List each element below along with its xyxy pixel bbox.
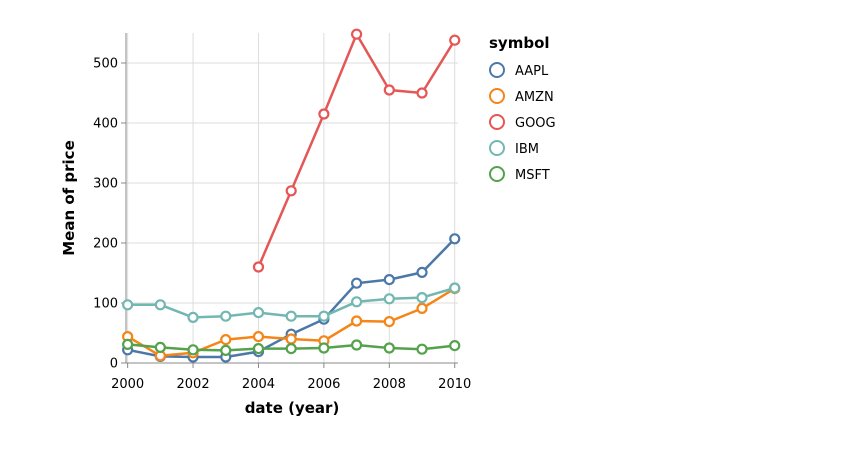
data-point-msft: [351, 339, 363, 351]
data-point-amzn: [220, 334, 232, 346]
legend-label-msft: MSFT: [515, 168, 550, 183]
legend-symbol-amzn: [489, 88, 505, 104]
data-point-ibm: [220, 310, 232, 322]
data-point-goog: [318, 108, 330, 120]
data-point-aapl: [416, 266, 428, 278]
data-point-ibm: [351, 296, 363, 308]
x-tick-label: 2004: [242, 377, 275, 392]
legend-label-amzn: AMZN: [515, 90, 554, 105]
y-tick-label: 300: [93, 177, 118, 192]
y-tick-label: 100: [93, 297, 118, 312]
data-point-ibm: [252, 307, 265, 319]
data-point-ibm: [416, 292, 428, 304]
y-tick-label: 0: [110, 357, 118, 372]
y-tick-label: 400: [93, 117, 118, 132]
data-point-amzn: [252, 331, 265, 343]
legend-item-aapl: AAPL: [489, 62, 549, 79]
x-tick-label: 2008: [373, 377, 406, 392]
data-point-ibm: [122, 299, 134, 311]
series-line-goog: [257, 32, 456, 269]
x-axis-title: date (year): [245, 399, 340, 417]
data-point-msft: [252, 343, 265, 355]
series-ibm: [122, 282, 461, 323]
data-point-aapl: [383, 274, 395, 286]
data-point-aapl: [351, 277, 363, 289]
data-point-msft: [187, 344, 199, 356]
series: [122, 28, 461, 363]
data-point-goog: [285, 185, 297, 197]
data-point-ibm: [318, 310, 330, 322]
tick-labels: 0 100 200 300 400 500 2000 2002 2004 2006 2008 2010: [93, 57, 471, 393]
data-point-amzn: [285, 333, 297, 345]
series-msft: [122, 338, 461, 356]
x-tick-label: 2000: [111, 377, 144, 392]
data-point-msft: [285, 343, 297, 355]
data-point-amzn: [351, 315, 363, 327]
data-point-msft: [416, 343, 428, 355]
data-point-ibm: [285, 310, 297, 322]
x-tick-label: 2002: [177, 377, 210, 392]
legend-title: symbol: [489, 34, 550, 52]
legend: symbol AAPL AMZN GOOG IBM MSFT: [489, 34, 556, 183]
data-point-goog: [252, 261, 265, 273]
data-point-msft: [122, 338, 134, 350]
data-point-ibm: [449, 282, 461, 294]
series-amzn: [122, 283, 461, 362]
x-tick-label: 2010: [438, 377, 471, 392]
legend-item-amzn: AMZN: [489, 88, 554, 105]
data-point-msft: [220, 344, 232, 356]
legend-symbol-msft: [489, 166, 505, 182]
x-tick-label: 2006: [307, 377, 340, 392]
data-point-goog: [351, 28, 363, 40]
legend-items: AAPL AMZN GOOG IBM MSFT: [489, 62, 556, 183]
data-point-goog: [416, 87, 428, 99]
legend-label-ibm: IBM: [515, 142, 539, 157]
data-point-ibm: [154, 299, 166, 311]
data-point-ibm: [383, 293, 395, 305]
legend-item-ibm: IBM: [489, 140, 539, 157]
y-axis-title: Mean of price: [60, 140, 78, 256]
data-point-amzn: [383, 316, 395, 328]
data-point-goog: [383, 84, 395, 96]
data-point-amzn: [416, 302, 428, 314]
data-point-msft: [154, 341, 166, 353]
legend-label-goog: GOOG: [515, 116, 556, 131]
y-tick-label: 200: [93, 237, 118, 252]
data-point-aapl: [449, 233, 461, 245]
y-tick-label: 500: [93, 57, 118, 72]
series-goog: [252, 28, 461, 273]
data-point-msft: [383, 342, 395, 354]
legend-item-msft: MSFT: [489, 166, 550, 183]
data-point-msft: [449, 340, 461, 352]
legend-symbol-ibm: [489, 140, 505, 156]
legend-symbol-aapl: [489, 62, 505, 78]
data-point-msft: [318, 342, 330, 354]
data-point-goog: [449, 34, 461, 46]
legend-label-aapl: AAPL: [515, 64, 549, 79]
legend-symbol-goog: [489, 114, 505, 130]
legend-item-goog: GOOG: [489, 114, 556, 131]
data-point-ibm: [187, 311, 199, 323]
